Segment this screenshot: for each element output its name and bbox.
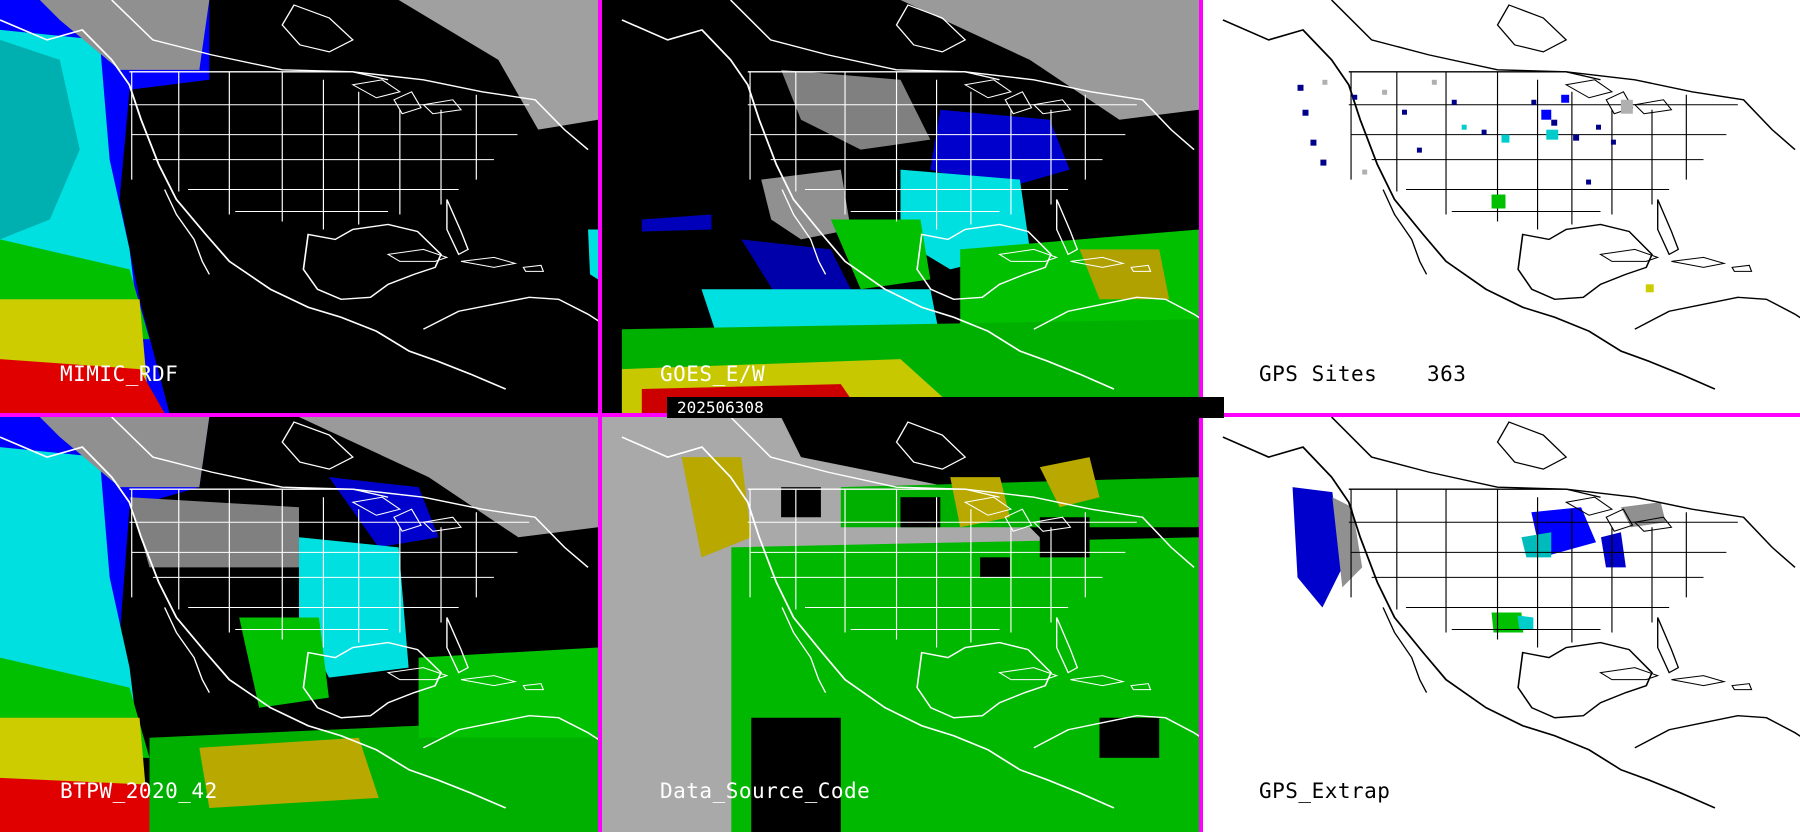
panel-goes: GOES_E/W bbox=[602, 0, 1199, 413]
gps-extrap-map bbox=[1221, 417, 1800, 809]
goes-map bbox=[620, 0, 1199, 413]
panel-label: GPS_Extrap bbox=[1259, 779, 1391, 803]
btpw-map bbox=[0, 417, 598, 832]
panel-label: BTPW_2020_42 bbox=[60, 779, 218, 803]
panel-label: GPS Sites bbox=[1259, 362, 1378, 386]
panel-label: Data_Source_Code bbox=[660, 779, 871, 803]
timestamp-bar: 202506308 bbox=[667, 397, 1224, 418]
panel-label: GOES_E/W bbox=[660, 362, 766, 386]
panel-mimic-rdf: MIMIC_RDF bbox=[0, 0, 598, 413]
panel-data-source-code: Data_Source_Code bbox=[602, 417, 1199, 832]
panel-btpw: BTPW_2020_42 bbox=[0, 417, 598, 832]
gps-sites-map bbox=[1221, 0, 1800, 390]
panel-gps-extrap: GPS_Extrap bbox=[1203, 417, 1800, 832]
data-source-code-map bbox=[620, 417, 1199, 832]
gps-site-count: 363 bbox=[1427, 362, 1467, 386]
panel-label: MIMIC_RDF bbox=[60, 362, 179, 386]
panel-gps-sites: GPS Sites 363 bbox=[1203, 0, 1800, 413]
mimic-rdf-map bbox=[0, 0, 598, 413]
